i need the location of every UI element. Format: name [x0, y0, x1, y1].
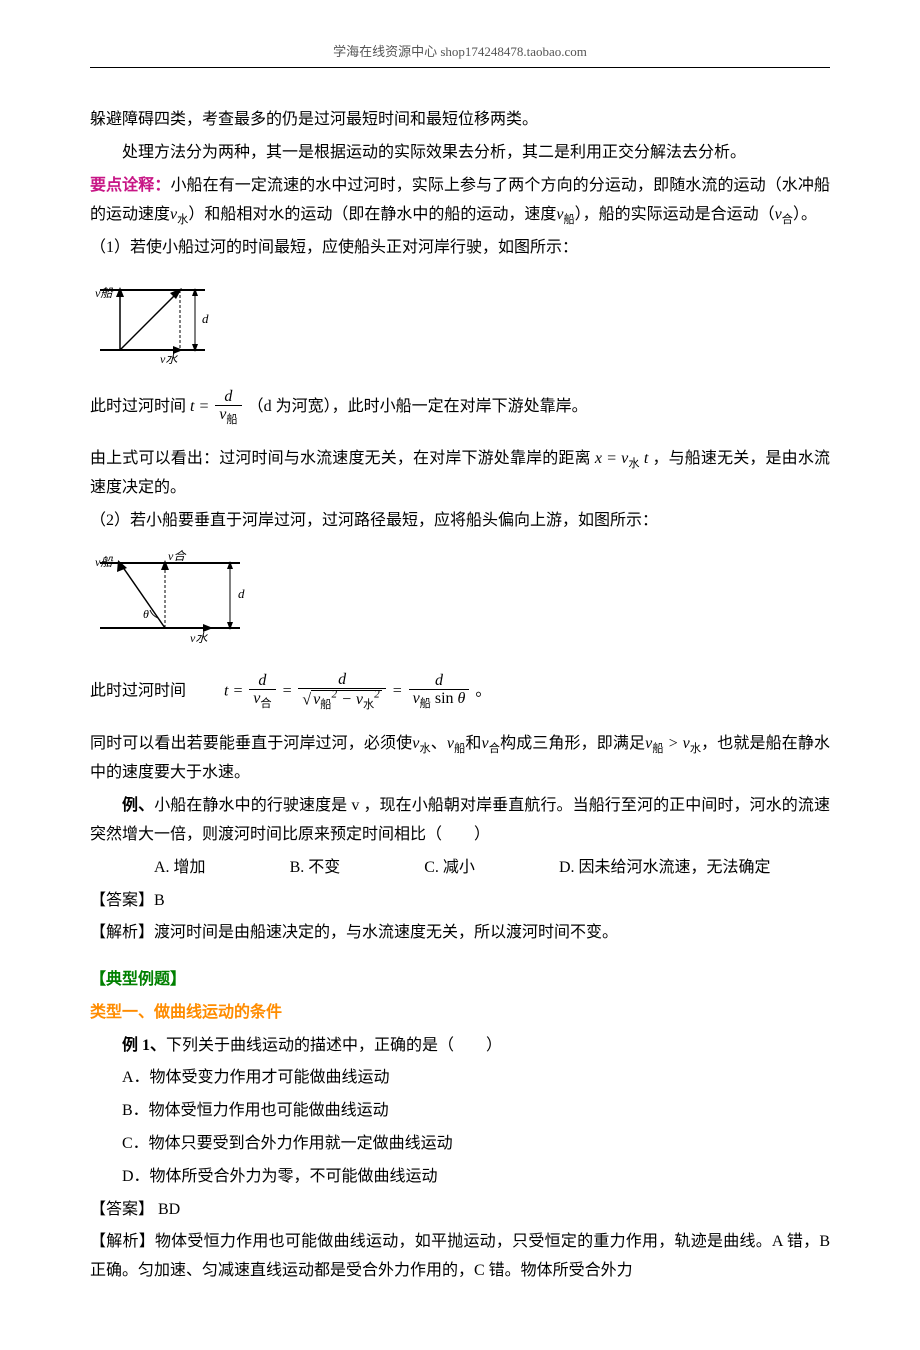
ex1-B: B．物体受恒力作用也可能做曲线运动: [90, 1097, 830, 1126]
ans0: 【答案】B: [90, 887, 830, 916]
eq-1: 此时过河时间 t = d v船 （d 为河宽），此时小船一定在对岸下游处靠岸。: [90, 388, 830, 427]
ex0-label: 例、: [122, 797, 154, 814]
ex0-D: D. 因未给河水流速，无法确定: [527, 854, 771, 883]
p4a: 同时可以看出若要能垂直于河岸过河，必须使: [90, 735, 412, 752]
eq2-f2: d √v船2 − v水2: [296, 671, 387, 712]
page: 学海在线资源中心 shop174248478.taobao.com 躲避障碍四类…: [0, 0, 920, 1350]
para-yaodian: 要点诠释：小船在有一定流速的水中过河时，实际上参与了两个方向的分运动，即随水流的…: [90, 172, 830, 230]
d1-vchuan: v船: [95, 286, 113, 300]
diagram-1: v船 v水 d: [90, 275, 830, 376]
yd-d: ）。: [793, 206, 817, 223]
p4b: 、: [431, 735, 447, 752]
yd-c: ），船的实际运动是合运动（: [575, 206, 775, 223]
p3a: 由上式可以看出：过河时间与水流速度无关，在对岸下游处靠岸的距离: [90, 450, 595, 467]
d1-vshui: v水: [160, 352, 178, 365]
ex0-C: C. 减小: [392, 854, 475, 883]
para-4: 同时可以看出若要能垂直于河岸过河，必须使v水、v船和v合构成三角形，即满足v船 …: [90, 730, 830, 788]
eq1-t: t =: [190, 398, 213, 415]
diagram-2-svg: v船 v合 v水 θ d: [90, 548, 270, 648]
eq2: t =: [224, 682, 247, 699]
section-examples: 【典型例题】: [90, 971, 186, 988]
eq2-f3: d v船 sin θ: [407, 672, 472, 711]
para-3: 由上式可以看出：过河时间与水流速度无关，在对岸下游处靠岸的距离 x = v水 t…: [90, 445, 830, 503]
example-0: 例、小船在静水中的行驶速度是 v ，现在小船朝对岸垂直航行。当船行至河的正中间时…: [90, 792, 830, 850]
ex0-B: B. 不变: [258, 854, 341, 883]
d1-d: d: [202, 311, 209, 326]
example-1: 例 1、下列关于曲线运动的描述中，正确的是（ ）: [90, 1032, 830, 1061]
page-header: 学海在线资源中心 shop174248478.taobao.com: [90, 40, 830, 63]
yd-b: ）和船相对水的运动（即在静水中的船的运动，速度: [188, 206, 556, 223]
eq1-frac: d v船: [213, 388, 243, 427]
ex0-opts: A. 增加 B. 不变 C. 减小 D. 因未给河水流速，无法确定: [90, 854, 830, 883]
jx1: 【解析】物体受恒力作用也可能做曲线运动，如平抛运动，只受恒定的重力作用，轨迹是曲…: [90, 1228, 830, 1286]
ex0-body: 小船在静水中的行驶速度是 v ，现在小船朝对岸垂直航行。当船行至河的正中间时，河…: [90, 797, 830, 843]
type-1: 类型一、做曲线运动的条件: [90, 1004, 282, 1021]
eq2-pre: 此时过河时间: [90, 682, 186, 699]
eq1-pre: 此时过河时间: [90, 398, 190, 415]
ex1-A: A．物体受变力作用才可能做曲线运动: [90, 1064, 830, 1093]
v-shui-sym: v水: [170, 206, 188, 223]
eq2-f1: d v合: [247, 672, 277, 711]
point-1: （1）若使小船过河的时间最短，应使船头正对河岸行驶，如图所示：: [90, 234, 830, 263]
p4c: 和: [465, 735, 481, 752]
point-2: （2）若小船要垂直于河岸过河，过河路径最短，应将船头偏向上游，如图所示：: [90, 507, 830, 536]
eq-2: 此时过河时间 t = d v合 = d √v船2 − v水2 = d v船 si…: [90, 671, 830, 712]
ex1-body: 下列关于曲线运动的描述中，正确的是（ ）: [166, 1037, 502, 1054]
v-chuan-sym: v船: [556, 206, 574, 223]
v-he-sym: v合: [775, 206, 793, 223]
ex0-A: A. 增加: [122, 854, 206, 883]
jx0: 【解析】渡河时间是由船速决定的，与水流速度无关，所以渡河时间不变。: [90, 919, 830, 948]
ex1-label: 例 1、: [122, 1037, 166, 1054]
yaodian-label: 要点诠释：: [90, 177, 170, 194]
diagram-2: v船 v合 v水 θ d: [90, 548, 830, 659]
d2-d: d: [238, 586, 245, 601]
ans1: 【答案】 BD: [90, 1196, 830, 1225]
ex1-C: C．物体只要受到合外力作用就一定做曲线运动: [90, 1130, 830, 1159]
para-intro-2: 处理方法分为两种，其一是根据运动的实际效果去分析，其二是利用正交分解法去分析。: [90, 139, 830, 168]
d2-vchuan: v船: [95, 555, 113, 569]
ex1-D: D．物体所受合外力为零，不可能做曲线运动: [90, 1163, 830, 1192]
d2-theta: θ: [143, 607, 149, 621]
eq1-note: （d 为河宽），此时小船一定在对岸下游处靠岸。: [248, 398, 588, 415]
p3-eq: x = v水 t: [595, 450, 648, 467]
d2-vshui: v水: [190, 631, 208, 645]
diagram-1-svg: v船 v水 d: [90, 275, 230, 365]
d2-vhe: v合: [168, 549, 187, 563]
header-rule: [90, 67, 830, 68]
p4d: 构成三角形，即满足: [500, 735, 645, 752]
para-intro-1: 躲避障碍四类，考查最多的仍是过河最短时间和最短位移两类。: [90, 106, 830, 135]
